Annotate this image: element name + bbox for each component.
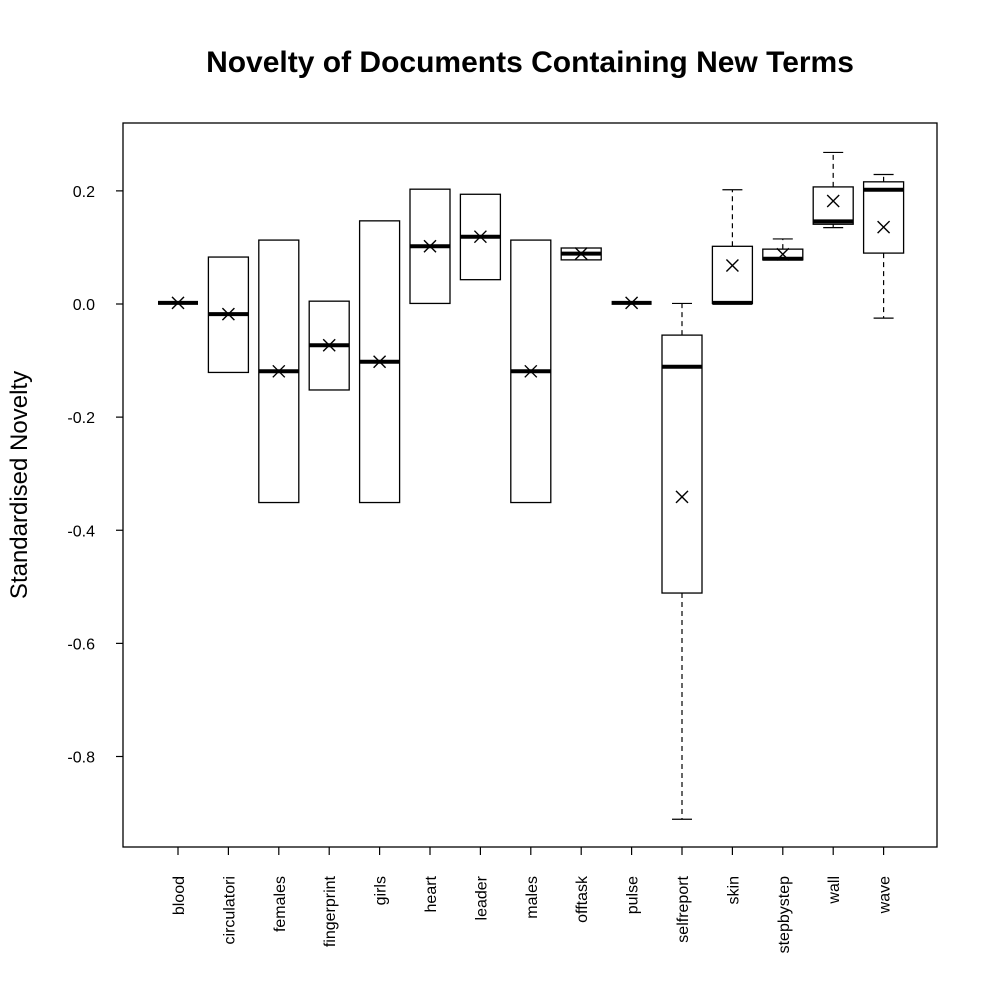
x-tick-label: females [272,876,289,932]
x-tick-label: fingerprint [322,875,339,947]
mean-marker [574,247,588,261]
x-tick-label: stepbystep [776,876,793,953]
x-axis: blood circulatori females fingerprint girls h… [171,847,894,953]
box-fingerprint [308,300,350,391]
box-body [812,186,854,225]
y-tick-label: 0.0 [73,297,95,314]
x-tick-label: wave [877,876,894,914]
mean-marker [272,364,286,378]
boxes [158,151,905,820]
box-females [258,239,300,504]
y-tick-label: -0.8 [67,750,95,767]
box-body [862,181,905,254]
box-males [510,239,552,504]
box-body [711,245,754,305]
x-tick-label: wall [826,876,843,905]
mean-marker [826,194,840,208]
y-tick-label: -0.6 [67,636,95,653]
box-selfreport [661,302,703,820]
x-tick-label: leader [473,875,490,920]
mean-marker [221,307,235,321]
y-axis: 0.2 0.0 -0.2 -0.4 -0.6 -0.8 [67,184,123,767]
mean-marker [524,364,538,378]
mean-marker [473,230,487,244]
mean-marker [776,247,790,261]
box-pulse [611,296,652,310]
x-tick-label: males [524,876,541,919]
mean-marker [725,259,739,273]
box-wave [862,173,905,319]
x-tick-label: girls [373,876,390,905]
mean-marker [675,490,689,504]
mean-marker [423,239,437,253]
box-skin [711,189,754,305]
box-blood [158,296,198,310]
y-tick-label: -0.4 [67,523,95,540]
chart-title: Novelty of Documents Containing New Term… [206,46,854,79]
box-body [661,334,703,594]
box-offtask [560,247,602,261]
y-axis-label: Standardised Novelty [6,371,33,599]
box-leader [459,193,502,281]
box-wall [812,151,854,229]
x-tick-label: heart [423,875,440,912]
x-tick-label: pulse [625,876,642,914]
y-tick-label: -0.2 [67,410,95,427]
mean-marker [171,296,185,310]
x-tick-label: circulatori [221,876,238,944]
y-tick-label: 0.2 [73,184,95,201]
mean-marker [322,338,336,352]
x-tick-label: offtask [574,875,591,923]
box-girls [358,220,401,504]
mean-marker [625,296,639,310]
plot-frame [122,122,938,848]
mean-marker [373,355,387,369]
box-heart [409,188,451,305]
x-tick-label: blood [171,876,188,915]
x-tick-label: selfreport [675,875,692,942]
box-stepbystep [762,238,804,261]
mean-marker [877,220,891,234]
x-tick-label: skin [725,876,742,904]
box-circulatori [207,256,250,374]
